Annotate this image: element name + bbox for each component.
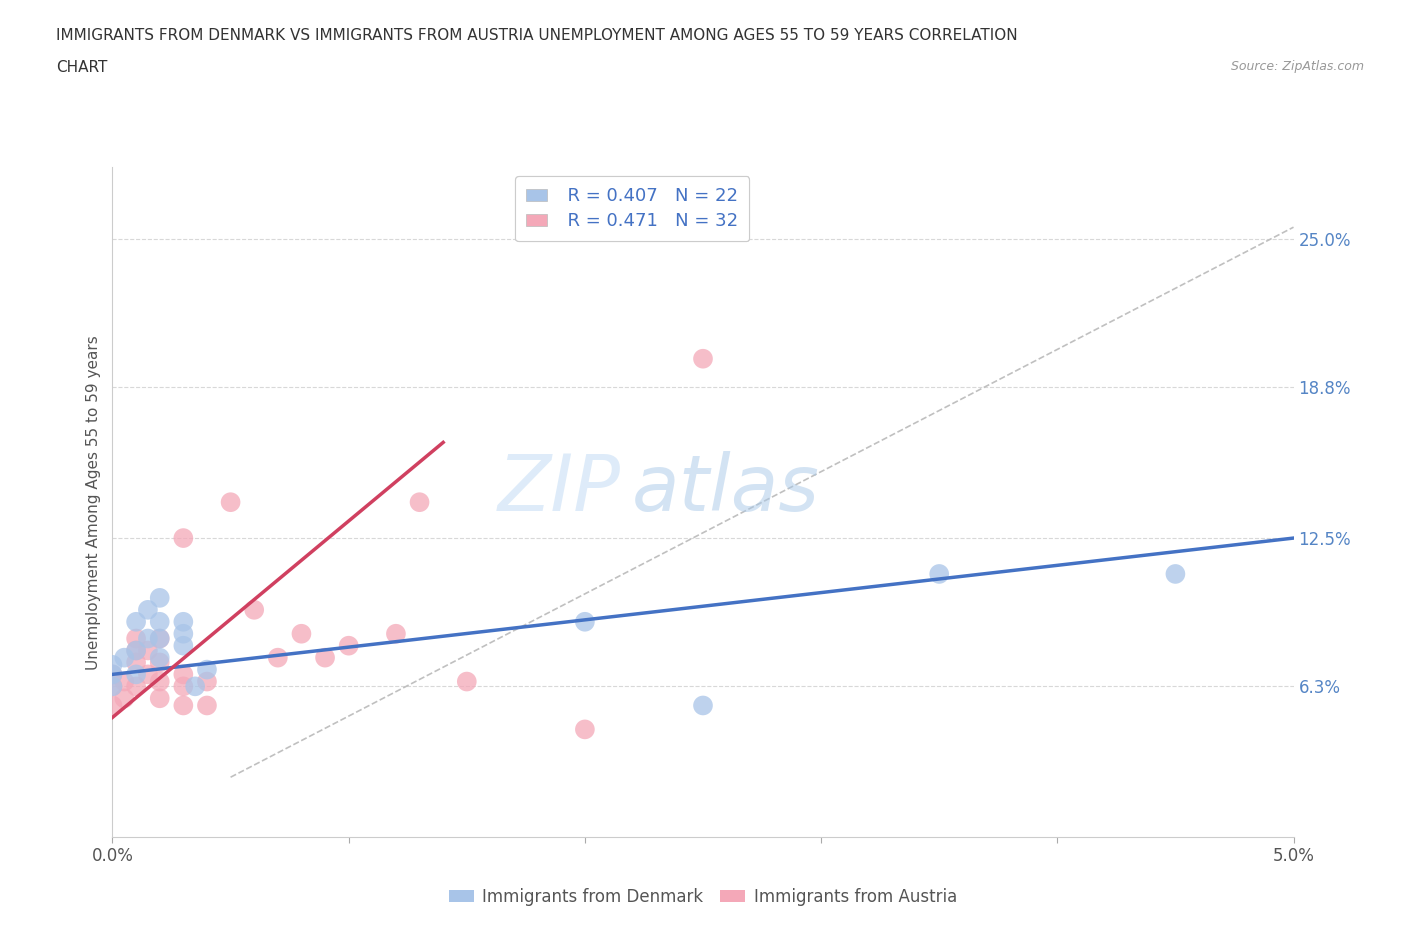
Point <box>195 662 218 677</box>
Point <box>184 679 207 694</box>
Point <box>125 643 148 658</box>
Point <box>574 722 596 737</box>
Point <box>149 631 172 646</box>
Point <box>101 698 124 713</box>
Point <box>101 679 124 694</box>
Point <box>149 650 172 665</box>
Point <box>112 650 135 665</box>
Point <box>149 615 172 630</box>
Point <box>149 691 172 706</box>
Point <box>195 674 218 689</box>
Point <box>1164 566 1187 581</box>
Text: ZIP: ZIP <box>498 451 620 526</box>
Point <box>928 566 950 581</box>
Point <box>101 658 124 672</box>
Point <box>125 631 148 646</box>
Point <box>125 655 148 670</box>
Text: Source: ZipAtlas.com: Source: ZipAtlas.com <box>1230 60 1364 73</box>
Text: IMMIGRANTS FROM DENMARK VS IMMIGRANTS FROM AUSTRIA UNEMPLOYMENT AMONG AGES 55 TO: IMMIGRANTS FROM DENMARK VS IMMIGRANTS FR… <box>56 28 1018 43</box>
Point <box>243 603 266 618</box>
Point <box>172 667 194 682</box>
Point <box>408 495 430 510</box>
Point <box>267 650 290 665</box>
Point <box>219 495 242 510</box>
Point <box>314 650 336 665</box>
Point <box>172 638 194 653</box>
Point <box>574 615 596 630</box>
Point <box>136 603 159 618</box>
Legend:   R = 0.407   N = 22,   R = 0.471   N = 32: R = 0.407 N = 22, R = 0.471 N = 32 <box>515 177 749 241</box>
Point <box>172 626 194 641</box>
Point <box>136 667 159 682</box>
Point <box>195 698 218 713</box>
Point <box>385 626 408 641</box>
Point <box>125 643 148 658</box>
Point <box>149 591 172 605</box>
Point <box>136 643 159 658</box>
Y-axis label: Unemployment Among Ages 55 to 59 years: Unemployment Among Ages 55 to 59 years <box>86 335 101 670</box>
Point <box>125 667 148 682</box>
Point <box>149 631 172 646</box>
Point <box>101 667 124 682</box>
Point <box>125 615 148 630</box>
Point <box>456 674 478 689</box>
Point <box>692 352 714 366</box>
Point <box>101 679 124 694</box>
Text: CHART: CHART <box>56 60 108 75</box>
Point <box>290 626 312 641</box>
Point <box>337 638 360 653</box>
Point <box>172 698 194 713</box>
Point <box>112 691 135 706</box>
Point <box>172 679 194 694</box>
Point <box>149 655 172 670</box>
Point <box>149 674 172 689</box>
Point <box>692 698 714 713</box>
Point <box>101 667 124 682</box>
Point <box>172 615 194 630</box>
Point <box>125 679 148 694</box>
Text: atlas: atlas <box>633 451 820 526</box>
Point <box>112 674 135 689</box>
Legend: Immigrants from Denmark, Immigrants from Austria: Immigrants from Denmark, Immigrants from… <box>443 881 963 912</box>
Point <box>172 531 194 546</box>
Point <box>136 631 159 646</box>
